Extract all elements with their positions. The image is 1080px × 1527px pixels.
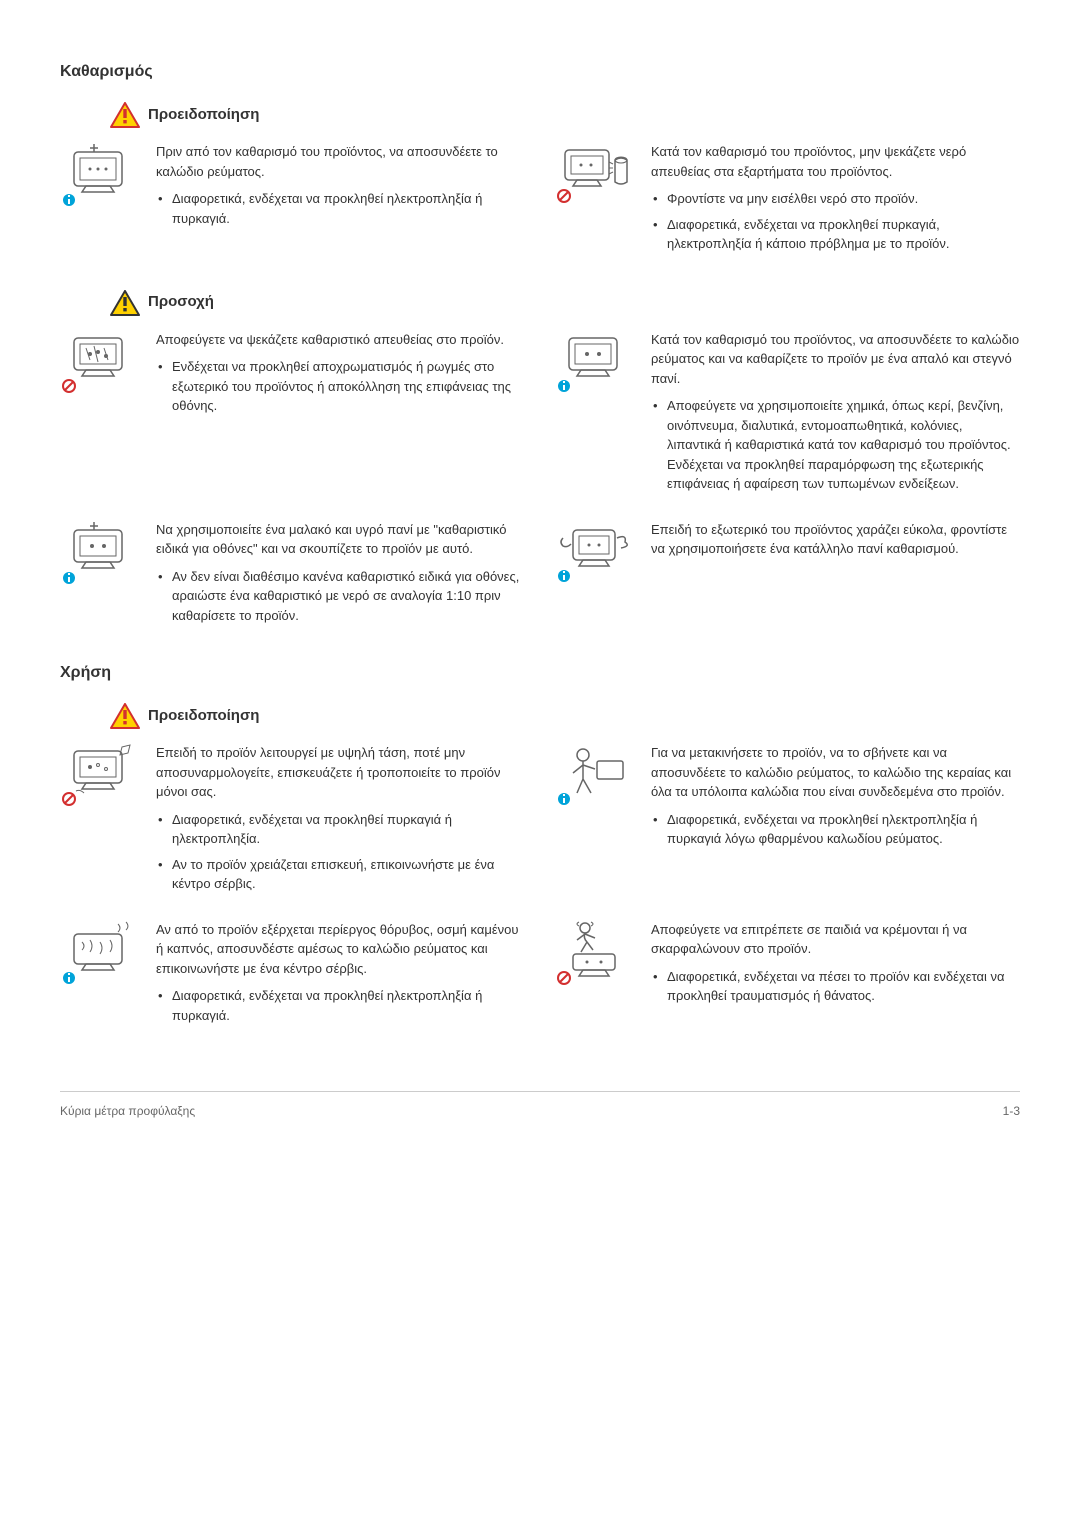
warning-label: Προειδοποίηση [148,705,259,728]
page-footer: Κύρια μέτρα προφύλαξης 1-3 [60,1091,1020,1120]
illustration-move-unplug-icon [555,743,637,811]
bullets: Διαφορετικά, ενδέχεται να προκληθεί ηλεκ… [156,189,525,228]
intro: Αποφεύγετε να επιτρέπετε σε παιδιά να κρ… [651,920,1020,959]
intro: Πριν από τον καθαρισμό του προϊόντος, να… [156,142,525,181]
warning-triangle-icon [110,102,140,128]
usage-warn-row-1: Αν από το προϊόν εξέρχεται περίεργος θόρ… [60,920,1020,1032]
intro: Κατά τον καθαρισμό του προϊόντος, να απο… [651,330,1020,389]
usage-warn-0-right: Για να μετακινήσετε το προϊόν, να το σβή… [555,743,1020,900]
bullets: Διαφορετικά, ενδέχεται να προκληθεί πυρκ… [156,810,525,894]
illustration-scratch-cloth-icon [555,520,637,588]
usage-warn-1-right: Αποφεύγετε να επιτρέπετε σε παιδιά να κρ… [555,920,1020,1032]
warning-label: Προειδοποίηση [148,104,259,127]
cleaning-warn-row-0: Πριν από τον καθαρισμό του προϊόντος, να… [60,142,1020,260]
bullets: Διαφορετικά, ενδέχεται να πέσει το προϊό… [651,967,1020,1006]
bullets: Αποφεύγετε να χρησιμοποιείτε χημικά, όπω… [651,396,1020,494]
caution-label: Προσοχή [148,291,214,314]
illustration-unplug-icon [60,142,142,210]
bullets: Διαφορετικά, ενδέχεται να προκληθεί ηλεκ… [651,810,1020,849]
cleaning-caution-1-left: Να χρησιμοποιείτε ένα μαλακό και υγρό πα… [60,520,525,632]
cleaning-caution-0-right: Κατά τον καθαρισμό του προϊόντος, να απο… [555,330,1020,500]
bullets: Αν δεν είναι διαθέσιμο κανένα καθαριστικ… [156,567,525,626]
heading-usage: Χρήση [60,661,1020,685]
intro: Κατά τον καθαρισμό του προϊόντος, μην ψε… [651,142,1020,181]
cleaning-caution-row-1: Να χρησιμοποιείτε ένα μαλακό και υγρό πα… [60,520,1020,632]
usage-warn-1-left: Αν από το προϊόν εξέρχεται περίεργος θόρ… [60,920,525,1032]
caution-triangle-icon [110,290,140,316]
footer-left: Κύρια μέτρα προφύλαξης [60,1102,195,1120]
bullets: Ενδέχεται να προκληθεί αποχρωματισμός ή … [156,357,525,416]
cleaning-warn-0-right: Κατά τον καθαρισμό του προϊόντος, μην ψε… [555,142,1020,260]
warning-header-usage: Προειδοποίηση [110,703,1020,729]
cleaning-caution-row-0: Αποφεύγετε να ψεκάζετε καθαριστικό απευθ… [60,330,1020,500]
usage-warn-row-0: Επειδή το προϊόν λειτουργεί με υψηλή τάσ… [60,743,1020,900]
usage-warn-0-left: Επειδή το προϊόν λειτουργεί με υψηλή τάσ… [60,743,525,900]
intro: Να χρησιμοποιείτε ένα μαλακό και υγρό πα… [156,520,525,559]
warning-header-cleaning: Προειδοποίηση [110,102,1020,128]
cleaning-caution-0-left: Αποφεύγετε να ψεκάζετε καθαριστικό απευθ… [60,330,525,500]
illustration-dry-cloth-icon [555,330,637,398]
cleaning-warn-0-left: Πριν από τον καθαρισμό του προϊόντος, να… [60,142,525,260]
bullets: Φροντίστε να μην εισέλθει νερό στο προϊό… [651,189,1020,254]
footer-right: 1-3 [1003,1102,1020,1120]
illustration-no-spray-icon [555,142,637,210]
warning-triangle-icon [110,703,140,729]
illustration-no-disassemble-icon [60,743,142,811]
heading-cleaning: Καθαρισμός [60,60,1020,84]
intro: Επειδή το προϊόν λειτουργεί με υψηλή τάσ… [156,743,525,802]
caution-header-cleaning: Προσοχή [110,290,1020,316]
cleaning-caution-1-right: Επειδή το εξωτερικό του προϊόντος χαράζε… [555,520,1020,632]
intro: Αν από το προϊόν εξέρχεται περίεργος θόρ… [156,920,525,979]
intro: Αποφεύγετε να ψεκάζετε καθαριστικό απευθ… [156,330,525,350]
intro: Επειδή το εξωτερικό του προϊόντος χαράζε… [651,520,1020,559]
intro: Για να μετακινήσετε το προϊόν, να το σβή… [651,743,1020,802]
bullets: Διαφορετικά, ενδέχεται να προκληθεί ηλεκ… [156,986,525,1025]
illustration-soft-cloth-icon [60,520,142,588]
illustration-smoke-icon [60,920,142,988]
illustration-no-climb-icon [555,920,637,988]
illustration-no-direct-spray-icon [60,330,142,398]
